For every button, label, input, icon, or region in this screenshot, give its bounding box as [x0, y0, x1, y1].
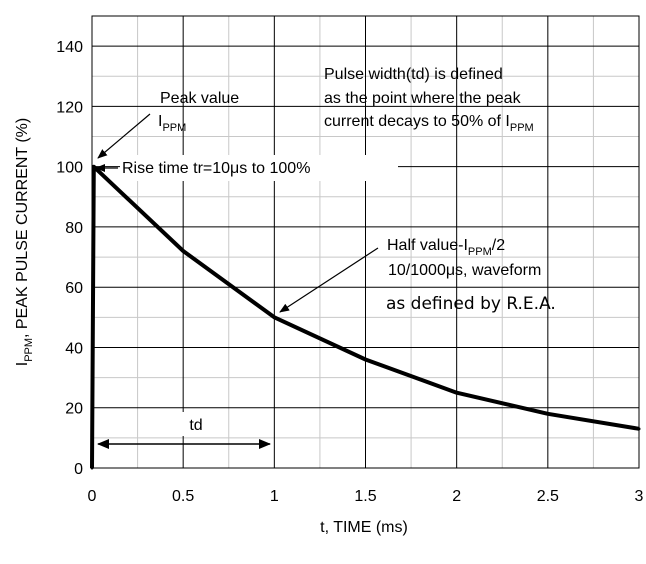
annotation-peak-line1: Peak value: [160, 90, 239, 107]
series-points: [90, 165, 641, 470]
annotation-pulse-line3: current decays to 50% of IPPM: [324, 113, 534, 134]
annotation-half-tail: /2: [492, 237, 505, 254]
annotation-peak-line2: IPPM: [158, 113, 186, 134]
y-axis-title-sub: PPM: [23, 338, 35, 362]
y-axis-title: IPPM, PEAK PULSE CURRENT (%): [14, 118, 35, 367]
x-tick-label: 2: [452, 488, 461, 505]
x-axis-title: t, TIME (ms): [320, 519, 408, 536]
x-tick-label: 1.5: [354, 488, 376, 505]
annotation-half-line3: as defined by R.E.A.: [386, 294, 556, 314]
y-tick-label: 80: [65, 220, 83, 237]
annotation-rise-bg: [120, 155, 398, 181]
y-tick-label: 100: [56, 160, 83, 177]
series-point: [455, 391, 459, 395]
series-point: [364, 358, 367, 362]
series-point: [637, 427, 641, 431]
annotation-half-line2: 10/1000μs, waveform: [388, 262, 541, 279]
annotation-rise: Rise time tr=10μs to 100%: [122, 160, 310, 177]
y-axis-title-suffix: , PEAK PULSE CURRENT (%): [14, 118, 31, 338]
annotation-peak-i: I: [158, 113, 162, 130]
y-tick-label: 20: [65, 401, 83, 418]
series-point: [181, 249, 185, 253]
y-tick-labels: 0 20 40 60 80 100 120 140: [56, 39, 83, 478]
x-tick-label: 0: [88, 488, 97, 505]
annotation-pulse-line1: Pulse width(td) is defined: [324, 66, 503, 83]
arrow-peak: [97, 113, 151, 159]
x-tick-label: 2.5: [537, 488, 559, 505]
annotation-pulse-line2: as the point where the peak: [324, 90, 522, 107]
x-tick-label: 1: [270, 488, 279, 505]
annotation-half-line1: Half value-IPPM/2: [387, 237, 505, 258]
x-tick-label: 0.5: [172, 488, 194, 505]
annotation-half-main: Half value-I: [387, 237, 468, 254]
series-line: [90, 164, 640, 469]
series-point: [546, 412, 550, 416]
annotation-peak-sub: PPM: [162, 122, 186, 134]
series-point: [92, 165, 96, 169]
annotation-td-bg: [174, 412, 218, 436]
annotation-td: td: [189, 417, 202, 434]
series-point: [90, 466, 94, 470]
x-tick-labels: 0 0.5 1 1.5 2 2.5 3: [88, 488, 644, 505]
y-tick-label: 0: [74, 461, 83, 478]
annotation-pulse-line3-main: current decays to 50% of I: [324, 113, 510, 130]
annotation-half-sub: PPM: [468, 246, 492, 258]
series-point: [272, 315, 276, 319]
x-tick-label: 3: [635, 488, 644, 505]
annotation-pulse-line3-sub: PPM: [510, 122, 534, 134]
y-axis-title-main: I: [14, 362, 31, 366]
y-tick-label: 140: [56, 39, 83, 56]
y-tick-label: 120: [56, 99, 83, 116]
arrow-half: [279, 247, 379, 313]
y-tick-label: 40: [65, 340, 83, 357]
y-tick-label: 60: [65, 280, 83, 297]
